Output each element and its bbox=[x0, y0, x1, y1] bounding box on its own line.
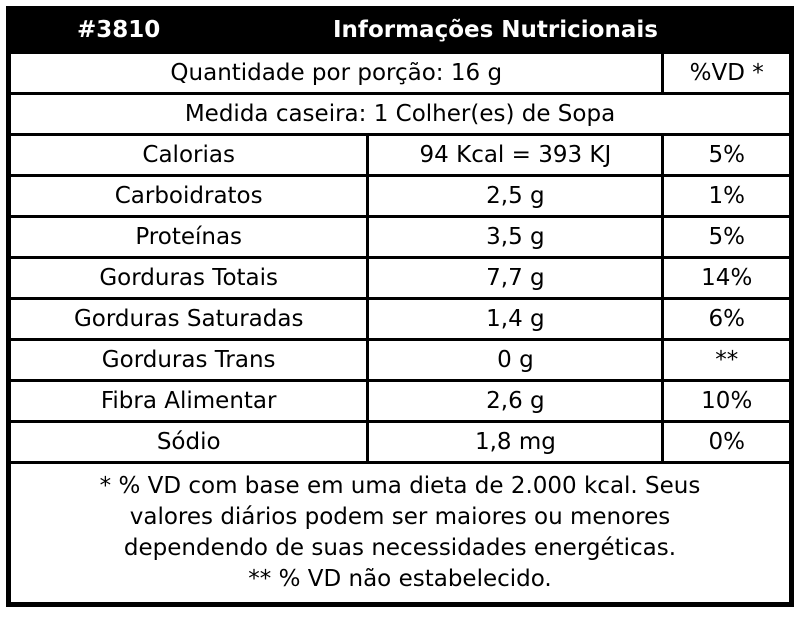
nutrient-row: Gorduras Trans 0 g ** bbox=[6, 338, 793, 382]
nutrient-dv: 1% bbox=[661, 174, 793, 218]
nutrient-amount: 7,7 g bbox=[366, 256, 665, 300]
nutrient-amount: 94 Kcal = 393 KJ bbox=[366, 133, 665, 177]
nutrient-amount: 2,6 g bbox=[366, 379, 665, 423]
nutrient-dv: 0% bbox=[661, 420, 793, 464]
serving-label: Quantidade por porção: 16 g bbox=[6, 51, 665, 95]
header-row: #3810 Informações Nutricionais bbox=[7, 7, 793, 54]
nutrient-dv: 6% bbox=[661, 297, 793, 341]
footnote-line: * % VD com base em uma dieta de 2.000 kc… bbox=[99, 473, 701, 499]
nutrient-rows: Calorias 94 Kcal = 393 KJ 5% Carboidratos 2,… bbox=[6, 133, 793, 464]
footnote-line: dependendo de suas necessidades energéti… bbox=[123, 535, 677, 561]
footnote-cell: * % VD com base em uma dieta de 2.000 kc… bbox=[7, 461, 793, 606]
nutrient-name: Fibra Alimentar bbox=[6, 379, 370, 423]
nutrient-amount: 1,4 g bbox=[366, 297, 665, 341]
nutrient-row: Fibra Alimentar 2,6 g 10% bbox=[6, 379, 793, 423]
header-cell: #3810 Informações Nutricionais bbox=[7, 7, 793, 54]
nutrient-name: Gorduras Totais bbox=[6, 256, 370, 300]
dv-header: %VD * bbox=[661, 51, 793, 95]
nutrient-name: Sódio bbox=[6, 420, 370, 464]
nutrient-dv: 10% bbox=[661, 379, 793, 423]
product-code: #3810 bbox=[77, 17, 161, 43]
nutrient-amount: 2,5 g bbox=[366, 174, 665, 218]
nutrition-table: #3810 Informações Nutricionais Quantidad… bbox=[6, 6, 794, 607]
serving-row: Quantidade por porção: 16 g %VD * bbox=[6, 51, 793, 95]
nutrient-row: Proteínas 3,5 g 5% bbox=[6, 215, 793, 259]
nutrient-row: Calorias 94 Kcal = 393 KJ 5% bbox=[6, 133, 793, 177]
nutrient-row: Sódio 1,8 mg 0% bbox=[6, 420, 793, 464]
nutrient-row: Gorduras Saturadas 1,4 g 6% bbox=[6, 297, 793, 341]
household-measure: Medida caseira: 1 Colher(es) de Sopa bbox=[7, 92, 793, 136]
nutrient-dv: 5% bbox=[661, 215, 793, 259]
nutrient-amount: 1,8 mg bbox=[366, 420, 665, 464]
nutrient-dv: 5% bbox=[661, 133, 793, 177]
table-title: Informações Nutricionais bbox=[333, 17, 658, 43]
nutrient-name: Calorias bbox=[6, 133, 370, 177]
footnote-line: valores diários podem ser maiores ou men… bbox=[129, 504, 671, 530]
nutrient-name: Carboidratos bbox=[6, 174, 370, 218]
footnote-line: ** % VD não estabelecido. bbox=[248, 566, 552, 592]
nutrient-row: Carboidratos 2,5 g 1% bbox=[6, 174, 793, 218]
nutrient-name: Proteínas bbox=[6, 215, 370, 259]
nutrient-dv: ** bbox=[661, 338, 793, 382]
footnote-row: * % VD com base em uma dieta de 2.000 kc… bbox=[7, 461, 793, 606]
nutrient-amount: 3,5 g bbox=[366, 215, 665, 259]
nutrient-amount: 0 g bbox=[366, 338, 665, 382]
nutrient-name: Gorduras Trans bbox=[6, 338, 370, 382]
nutrient-row: Gorduras Totais 7,7 g 14% bbox=[6, 256, 793, 300]
nutrient-dv: 14% bbox=[661, 256, 793, 300]
nutrient-name: Gorduras Saturadas bbox=[6, 297, 370, 341]
measure-row: Medida caseira: 1 Colher(es) de Sopa bbox=[7, 92, 793, 136]
